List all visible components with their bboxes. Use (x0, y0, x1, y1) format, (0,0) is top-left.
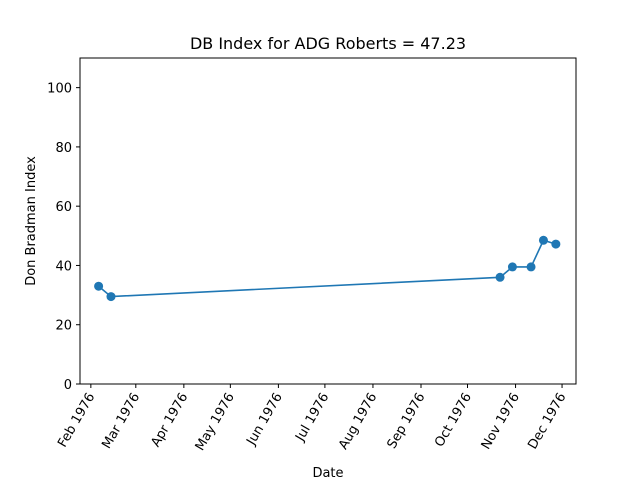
y-tick-label: 0 (64, 378, 72, 393)
data-point (94, 281, 104, 291)
data-point (106, 292, 116, 302)
y-tick-label: 100 (47, 82, 72, 97)
plot-frame (79, 57, 577, 385)
y-tick-label: 20 (55, 319, 72, 334)
series-layer (94, 235, 561, 302)
y-tick-label: 80 (55, 141, 72, 156)
y-tick-label: 40 (55, 259, 72, 274)
data-point (551, 239, 561, 249)
y-axis-label: Don Bradman Index (24, 156, 39, 286)
y-axis-ticks: 0 20 40 60 80 100 (47, 82, 80, 393)
data-point (526, 262, 536, 272)
data-point (538, 235, 548, 245)
y-tick-label: 60 (55, 200, 72, 215)
chart-title: DB Index for ADG Roberts = 47.23 (190, 34, 466, 53)
data-point (507, 262, 517, 272)
x-axis-label: Date (312, 466, 343, 480)
data-point (495, 272, 505, 282)
